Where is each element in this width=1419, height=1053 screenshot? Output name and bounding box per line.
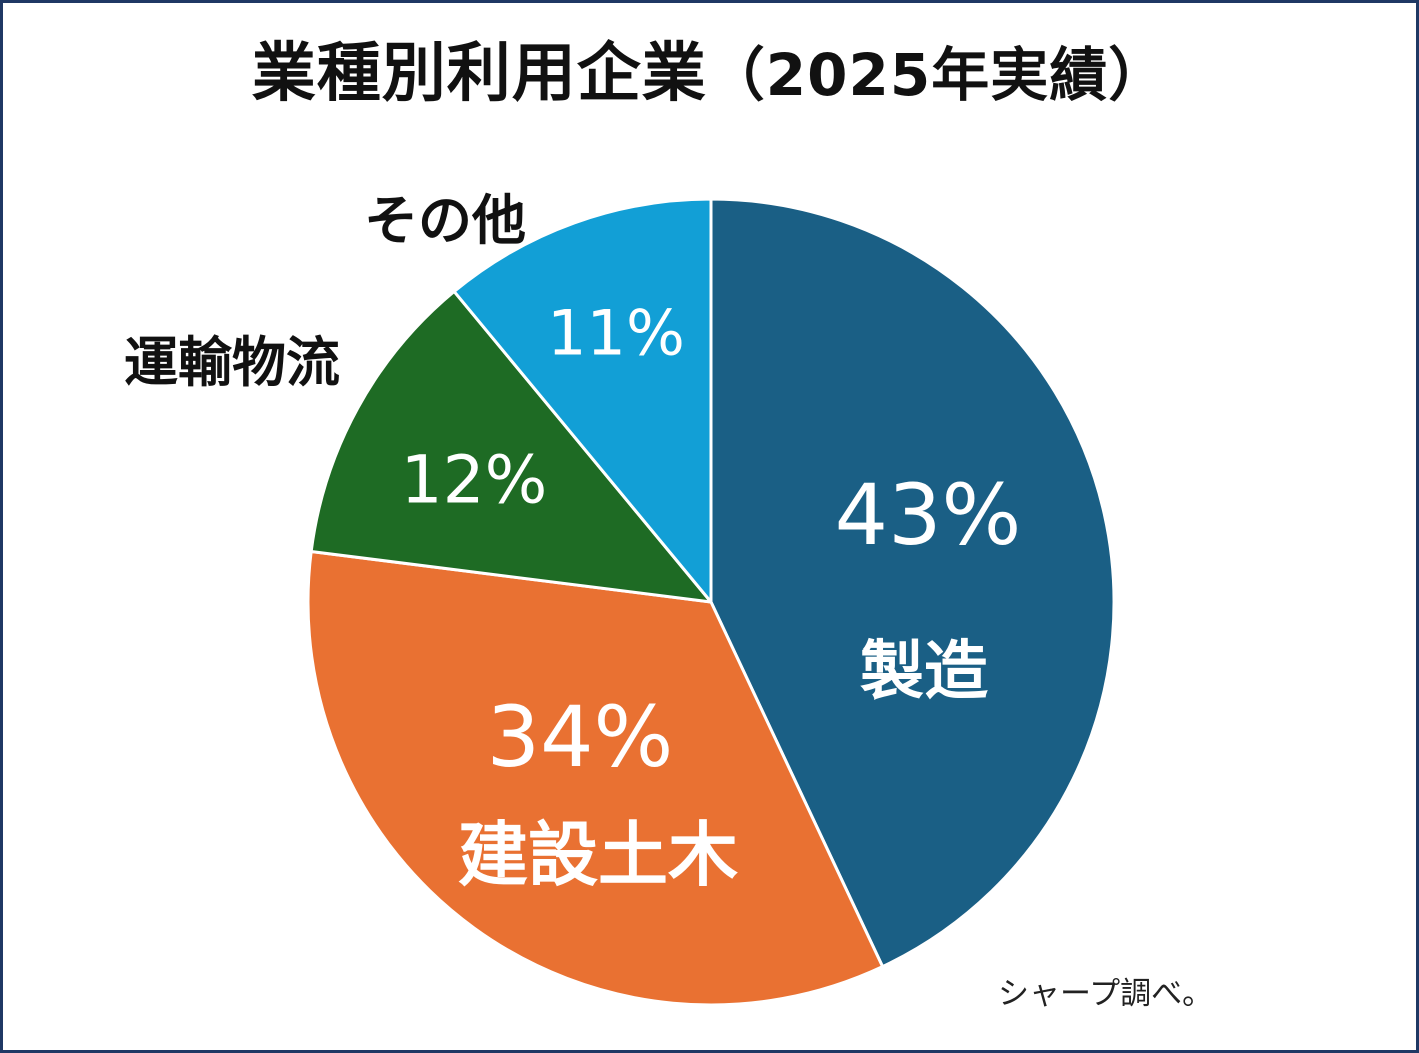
chart-title: 業種別利用企業（2025年実績） <box>0 22 1419 114</box>
slice-label-other: その他 <box>364 189 526 252</box>
slice-label-transport-logistics: 運輸物流 <box>124 331 340 394</box>
chart-title-suffix: （2025年実績） <box>706 41 1168 109</box>
slice-label-construction-civil: 建設土木 <box>458 814 738 896</box>
pie-slice-other <box>452 197 713 604</box>
chart-title-main: 業種別利用企業 <box>251 37 707 111</box>
pie-slice-transport-logistics <box>309 289 713 604</box>
data-label-other: 11% <box>547 297 685 370</box>
slice-label-manufacturing: 製造 <box>860 635 988 709</box>
source-note: シャープ調べ。 <box>998 976 1214 1012</box>
pie-slice-construction-civil <box>306 549 885 1007</box>
data-label-transport-logistics: 12% <box>401 442 548 519</box>
data-label-manufacturing: 43% <box>835 466 1022 564</box>
data-label-construction-civil: 34% <box>487 688 674 786</box>
pie-slice-manufacturing <box>709 197 1116 969</box>
